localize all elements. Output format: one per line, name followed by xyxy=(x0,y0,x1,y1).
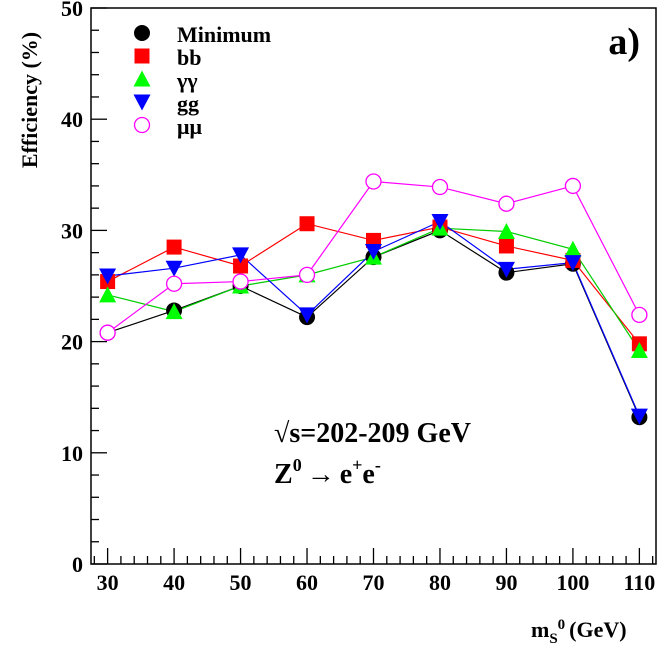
x-tick-label: 40 xyxy=(163,570,185,595)
legend-label: bb xyxy=(177,45,201,70)
data-point-triangle-down xyxy=(564,255,582,272)
x-axis-label-main: m xyxy=(531,617,549,642)
x-axis-label: mS0 (GeV) xyxy=(531,617,627,647)
data-point-triangle-down xyxy=(99,268,117,285)
x-tick-label: 50 xyxy=(230,570,252,595)
axis-ticks xyxy=(91,7,654,565)
tick-labels: 0 10 20 30 40 50 30 40 50 60 70 80 90 100 110 xyxy=(61,0,655,595)
x-tick-label: 90 xyxy=(495,570,517,595)
data-point-open-circle xyxy=(298,266,316,284)
legend-marker-open-circle xyxy=(133,116,151,134)
data-point-triangle-up xyxy=(630,341,648,358)
data-point-open-circle xyxy=(498,195,515,212)
plot-frame xyxy=(90,7,657,565)
data-point-open-circle xyxy=(431,178,449,196)
panel-label: a) xyxy=(608,21,640,63)
x-axis-label-unit: (GeV) xyxy=(569,617,626,642)
data-point-square xyxy=(299,216,315,232)
y-tick-label: 0 xyxy=(72,552,83,577)
data-point-triangle-up xyxy=(564,240,582,257)
data-point-open-circle xyxy=(165,275,183,292)
x-tick-label: 70 xyxy=(363,570,385,595)
x-tick-label: 30 xyxy=(97,570,119,595)
series-lines xyxy=(107,180,640,418)
annotation-e2: e xyxy=(362,459,374,490)
annotation-z-sup: 0 xyxy=(293,455,302,475)
y-axis-label: Efficiency (%) xyxy=(17,32,42,168)
annotation-e2-sup: - xyxy=(375,455,381,475)
data-point-triangle-down xyxy=(298,307,316,324)
x-tick-label: 100 xyxy=(556,570,589,595)
data-point-square xyxy=(166,239,182,255)
data-point-open-circle xyxy=(232,273,249,290)
annotation-energy: √s=202-209 GeV xyxy=(274,418,471,449)
annotation-z: Z xyxy=(274,459,293,490)
data-point-triangle-down xyxy=(165,260,183,277)
legend-marker-square xyxy=(134,48,150,64)
y-tick-label: 20 xyxy=(61,330,83,355)
legend-label: gg xyxy=(177,91,199,116)
annotation-e1: e xyxy=(340,459,352,490)
data-point-open-circle xyxy=(365,173,382,190)
series-markers xyxy=(99,173,648,426)
y-tick-label: 30 xyxy=(61,218,83,243)
data-point-triangle-down xyxy=(630,408,648,425)
y-tick-label: 50 xyxy=(61,0,83,21)
annotation-arrow: → xyxy=(307,459,335,490)
data-point-triangle-up xyxy=(165,303,183,320)
annotation-e1-sup: + xyxy=(352,455,362,475)
data-point-triangle-up xyxy=(99,286,117,303)
y-tick-label: 10 xyxy=(61,441,83,466)
x-axis-label-sup: 0 xyxy=(558,617,566,633)
legend-marker-circle xyxy=(134,25,150,41)
x-axis-label-sub: S xyxy=(549,631,557,647)
legend-label: γγ xyxy=(176,68,198,93)
x-tick-label: 80 xyxy=(429,570,451,595)
legend-marker-triangle-down xyxy=(133,94,151,111)
data-point-triangle-up xyxy=(497,223,515,240)
data-point-square xyxy=(498,238,514,254)
data-point-triangle-down xyxy=(365,244,382,261)
y-tick-label: 40 xyxy=(61,107,83,132)
data-point-triangle-down xyxy=(497,261,515,278)
legend-label: μμ xyxy=(177,114,202,139)
x-tick-label: 110 xyxy=(623,570,655,595)
annotation-process: Z0 → e+e- xyxy=(274,455,381,490)
legend-marker-triangle-up xyxy=(133,70,151,87)
data-point-open-circle xyxy=(564,177,582,195)
data-point-square xyxy=(233,258,249,274)
data-point-triangle-down xyxy=(431,214,449,231)
legend-label: Minimum xyxy=(177,22,271,47)
data-point-open-circle xyxy=(99,324,116,341)
data-point-open-circle xyxy=(631,306,648,324)
x-tick-label: 60 xyxy=(296,570,318,595)
data-point-triangle-down xyxy=(232,247,250,264)
